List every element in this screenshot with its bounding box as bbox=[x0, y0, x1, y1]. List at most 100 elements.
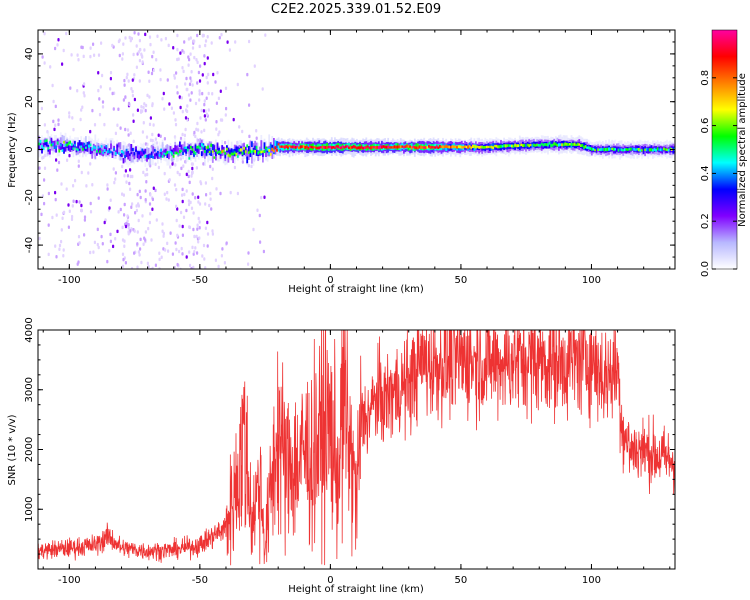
spectrogram-track-cell bbox=[540, 142, 543, 146]
spectrogram-noise-speckle bbox=[65, 31, 68, 36]
spectrogram-y-ticks: -40 -20 0 20 40 bbox=[24, 29, 675, 270]
spectrogram-noise-speckle bbox=[97, 53, 101, 57]
spectrogram-noise-speckle bbox=[151, 138, 154, 143]
spectrogram-track-cell bbox=[565, 142, 568, 146]
spectrogram-track-cell bbox=[224, 152, 227, 155]
spectrogram-track-cell bbox=[108, 150, 111, 153]
spectrogram-noise-speckle bbox=[248, 134, 251, 139]
spectrogram-noise-speckle bbox=[167, 198, 170, 202]
spectrogram-noise-speckle bbox=[136, 108, 139, 112]
spectrogram-noise-speckle bbox=[89, 250, 92, 255]
spectrogram-track-cell bbox=[111, 152, 114, 156]
spectrogram-track-cell bbox=[357, 146, 360, 150]
spectrogram-noise-speckle bbox=[192, 211, 195, 215]
snr-x-ticks: -100 -50 0 50 100 bbox=[42, 330, 671, 586]
spectrogram-noise-speckle bbox=[132, 52, 135, 57]
spectrogram-noise-speckle bbox=[155, 218, 158, 222]
spectrogram-track-cell bbox=[536, 143, 538, 147]
spectrogram-track-cell bbox=[406, 144, 408, 148]
spectrogram-noise-speckle bbox=[176, 47, 179, 52]
spectrogram-noise-speckle bbox=[75, 199, 78, 204]
spectrogram-track-cell bbox=[518, 144, 521, 147]
spectrogram-noise-speckle bbox=[78, 200, 81, 204]
spectrogram-track-cell bbox=[210, 141, 213, 153]
spectrogram-track-cell bbox=[617, 148, 620, 152]
spectrogram-track-cell bbox=[534, 144, 537, 147]
spectrogram-noise-speckle bbox=[62, 48, 65, 53]
spectrogram-track-cell bbox=[664, 148, 667, 151]
spectrogram-noise-speckle bbox=[54, 244, 57, 248]
spectrogram-noise-speckle bbox=[138, 79, 141, 83]
spectrogram-track-cell bbox=[553, 142, 556, 146]
spectrogram-noise-speckle bbox=[109, 87, 112, 91]
spectrogram-track-cell bbox=[663, 147, 665, 151]
spectrogram-noise-speckle bbox=[112, 107, 115, 111]
spectrogram-noise-speckle bbox=[77, 164, 80, 168]
spectrogram-noise-speckle bbox=[97, 245, 100, 250]
spectrogram-noise-speckle bbox=[196, 33, 199, 38]
spectrogram-track-cell bbox=[392, 146, 394, 149]
spectrogram-noise-speckle bbox=[191, 166, 194, 171]
spectrogram-noise-speckle bbox=[188, 82, 192, 86]
spectrogram-noise-speckle bbox=[121, 252, 125, 256]
spectrogram-track-cell bbox=[277, 145, 280, 152]
spectrogram-noise-speckle bbox=[68, 115, 71, 119]
spectrogram-track-cell bbox=[559, 143, 562, 146]
spectrogram-noise-speckle bbox=[203, 102, 206, 107]
spectrogram-noise-speckle bbox=[162, 231, 165, 236]
colorbar-tick-label: 0.2 bbox=[700, 213, 711, 229]
spectrogram-noise-speckle bbox=[111, 43, 114, 48]
spectrogram-noise-speckle bbox=[224, 86, 228, 91]
spectrogram-noise-speckle bbox=[186, 104, 189, 108]
spectrogram-track-cell bbox=[56, 141, 59, 145]
spectrogram-track-cell bbox=[92, 145, 95, 149]
spectrogram-noise-speckle bbox=[181, 66, 184, 70]
spectrogram-track-cell bbox=[103, 149, 106, 152]
spectrogram-track-cell bbox=[117, 144, 120, 155]
spectrogram-noise-speckle bbox=[61, 216, 64, 220]
spectrogram-track-cell bbox=[611, 147, 614, 151]
spectrogram-noise-speckle bbox=[143, 48, 146, 52]
spectrogram-noise-speckle bbox=[206, 244, 209, 248]
spectrogram-track-cell bbox=[105, 145, 108, 148]
spectrogram-track-cell bbox=[581, 143, 584, 147]
spectrogram-track-cell bbox=[666, 148, 668, 151]
spectrogram-noise-speckle bbox=[133, 251, 136, 255]
colorbar-label: Normalized spectral amplitude bbox=[737, 73, 748, 227]
spectrogram-track-cell bbox=[204, 145, 206, 152]
spectrogram-noise-speckle bbox=[43, 61, 46, 65]
spectrogram-track-cell bbox=[608, 147, 610, 151]
spectrogram-noise-speckle bbox=[168, 102, 171, 106]
spectrogram-track-cell bbox=[44, 139, 47, 146]
spectrogram-panel: -100 -50 0 50 100 -40 -20 0 20 40 Height of stra… bbox=[7, 29, 676, 295]
spectrogram-noise-speckle bbox=[155, 141, 158, 145]
spectrogram-track-cell bbox=[467, 145, 469, 149]
spectrogram-noise-speckle bbox=[142, 121, 145, 125]
spectrogram-track-cell bbox=[262, 150, 264, 157]
spectrogram-noise-speckle bbox=[151, 266, 154, 269]
spectrogram-track-cell bbox=[172, 147, 175, 155]
spectrogram-noise-speckle bbox=[218, 36, 221, 40]
spectrogram-track-cell bbox=[625, 148, 628, 151]
spectrogram-track-cell bbox=[351, 146, 354, 149]
spectrogram-noise-speckle bbox=[160, 255, 163, 259]
spectrogram-noise-speckle bbox=[106, 187, 109, 191]
spectrogram-noise-speckle bbox=[131, 89, 134, 94]
spectrogram-track-cell bbox=[294, 145, 297, 149]
y-tick-label: 1000 bbox=[24, 497, 35, 522]
spectrogram-track-cell bbox=[122, 145, 125, 157]
snr-y-ticks: 1000 2000 3000 4000 bbox=[24, 317, 675, 555]
spectrogram-track-cell bbox=[373, 146, 375, 149]
spectrogram-track-cell bbox=[110, 151, 112, 154]
spectrogram-track-cell bbox=[229, 154, 231, 158]
spectrogram-track-cell bbox=[465, 145, 468, 149]
spectrogram-noise-speckle bbox=[154, 263, 157, 267]
spectrogram-noise-speckle bbox=[256, 208, 259, 212]
spectrogram-noise-speckle bbox=[130, 205, 133, 209]
spectrogram-noise-speckle bbox=[139, 109, 143, 113]
spectrogram-track-cell bbox=[193, 150, 195, 154]
spectrogram-track-cell bbox=[166, 151, 169, 155]
spectrogram-track-cell bbox=[490, 145, 493, 149]
spectrogram-track-cell bbox=[171, 150, 173, 162]
spectrogram-track-cell bbox=[548, 142, 551, 149]
